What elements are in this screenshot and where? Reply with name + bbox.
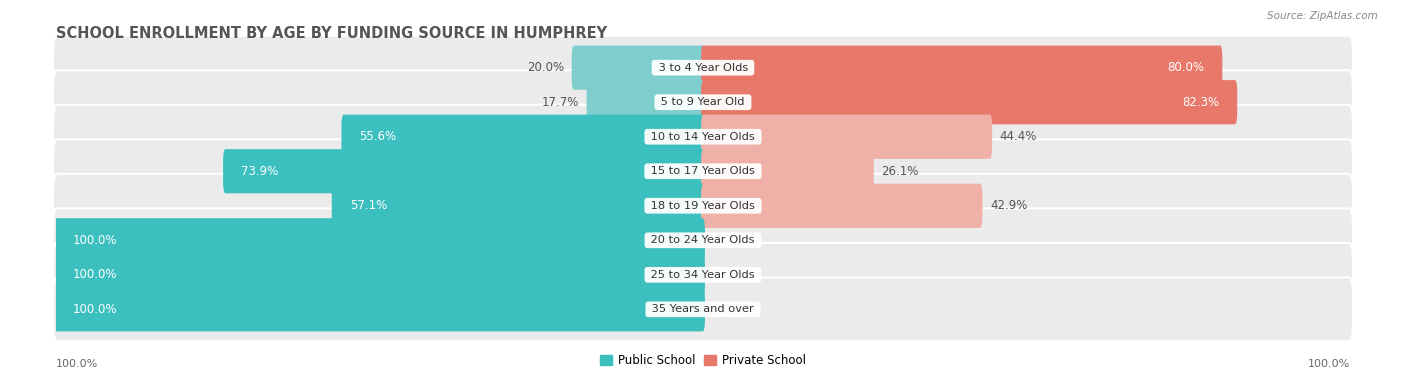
FancyBboxPatch shape — [702, 80, 1237, 124]
Text: 0.0%: 0.0% — [713, 234, 742, 247]
FancyBboxPatch shape — [572, 46, 704, 90]
FancyBboxPatch shape — [342, 115, 704, 159]
FancyBboxPatch shape — [586, 80, 704, 124]
FancyBboxPatch shape — [53, 208, 1353, 272]
Text: 100.0%: 100.0% — [73, 268, 117, 281]
Text: 100.0%: 100.0% — [1308, 359, 1350, 369]
Text: 20 to 24 Year Olds: 20 to 24 Year Olds — [647, 235, 759, 245]
Text: 80.0%: 80.0% — [1167, 61, 1204, 74]
FancyBboxPatch shape — [53, 243, 1353, 307]
Text: 82.3%: 82.3% — [1182, 96, 1219, 109]
FancyBboxPatch shape — [55, 287, 704, 331]
Text: 73.9%: 73.9% — [242, 165, 278, 178]
Text: SCHOOL ENROLLMENT BY AGE BY FUNDING SOURCE IN HUMPHREY: SCHOOL ENROLLMENT BY AGE BY FUNDING SOUR… — [56, 26, 607, 41]
FancyBboxPatch shape — [53, 105, 1353, 169]
Text: 100.0%: 100.0% — [73, 234, 117, 247]
FancyBboxPatch shape — [53, 70, 1353, 134]
FancyBboxPatch shape — [702, 46, 1222, 90]
FancyBboxPatch shape — [53, 36, 1353, 100]
Text: 3 to 4 Year Olds: 3 to 4 Year Olds — [655, 63, 751, 73]
Text: 0.0%: 0.0% — [713, 303, 742, 316]
FancyBboxPatch shape — [702, 184, 983, 228]
Text: 100.0%: 100.0% — [73, 303, 117, 316]
Text: 26.1%: 26.1% — [882, 165, 920, 178]
Text: 25 to 34 Year Olds: 25 to 34 Year Olds — [647, 270, 759, 280]
Text: 10 to 14 Year Olds: 10 to 14 Year Olds — [647, 132, 759, 142]
Text: 0.0%: 0.0% — [713, 268, 742, 281]
FancyBboxPatch shape — [224, 149, 704, 193]
Text: 35 Years and over: 35 Years and over — [648, 304, 758, 314]
Text: 57.1%: 57.1% — [350, 199, 387, 212]
Text: 100.0%: 100.0% — [56, 359, 98, 369]
Legend: Public School, Private School: Public School, Private School — [595, 349, 811, 372]
FancyBboxPatch shape — [55, 253, 704, 297]
Text: 15 to 17 Year Olds: 15 to 17 Year Olds — [647, 166, 759, 176]
FancyBboxPatch shape — [702, 149, 873, 193]
FancyBboxPatch shape — [702, 115, 993, 159]
Text: 44.4%: 44.4% — [1000, 130, 1038, 143]
FancyBboxPatch shape — [55, 218, 704, 262]
FancyBboxPatch shape — [53, 174, 1353, 238]
Text: 5 to 9 Year Old: 5 to 9 Year Old — [658, 97, 748, 107]
Text: 55.6%: 55.6% — [360, 130, 396, 143]
Text: 17.7%: 17.7% — [541, 96, 579, 109]
FancyBboxPatch shape — [332, 184, 704, 228]
Text: 42.9%: 42.9% — [990, 199, 1028, 212]
Text: 20.0%: 20.0% — [527, 61, 564, 74]
FancyBboxPatch shape — [53, 139, 1353, 203]
FancyBboxPatch shape — [53, 277, 1353, 341]
Text: 18 to 19 Year Olds: 18 to 19 Year Olds — [647, 201, 759, 211]
Text: Source: ZipAtlas.com: Source: ZipAtlas.com — [1267, 11, 1378, 21]
